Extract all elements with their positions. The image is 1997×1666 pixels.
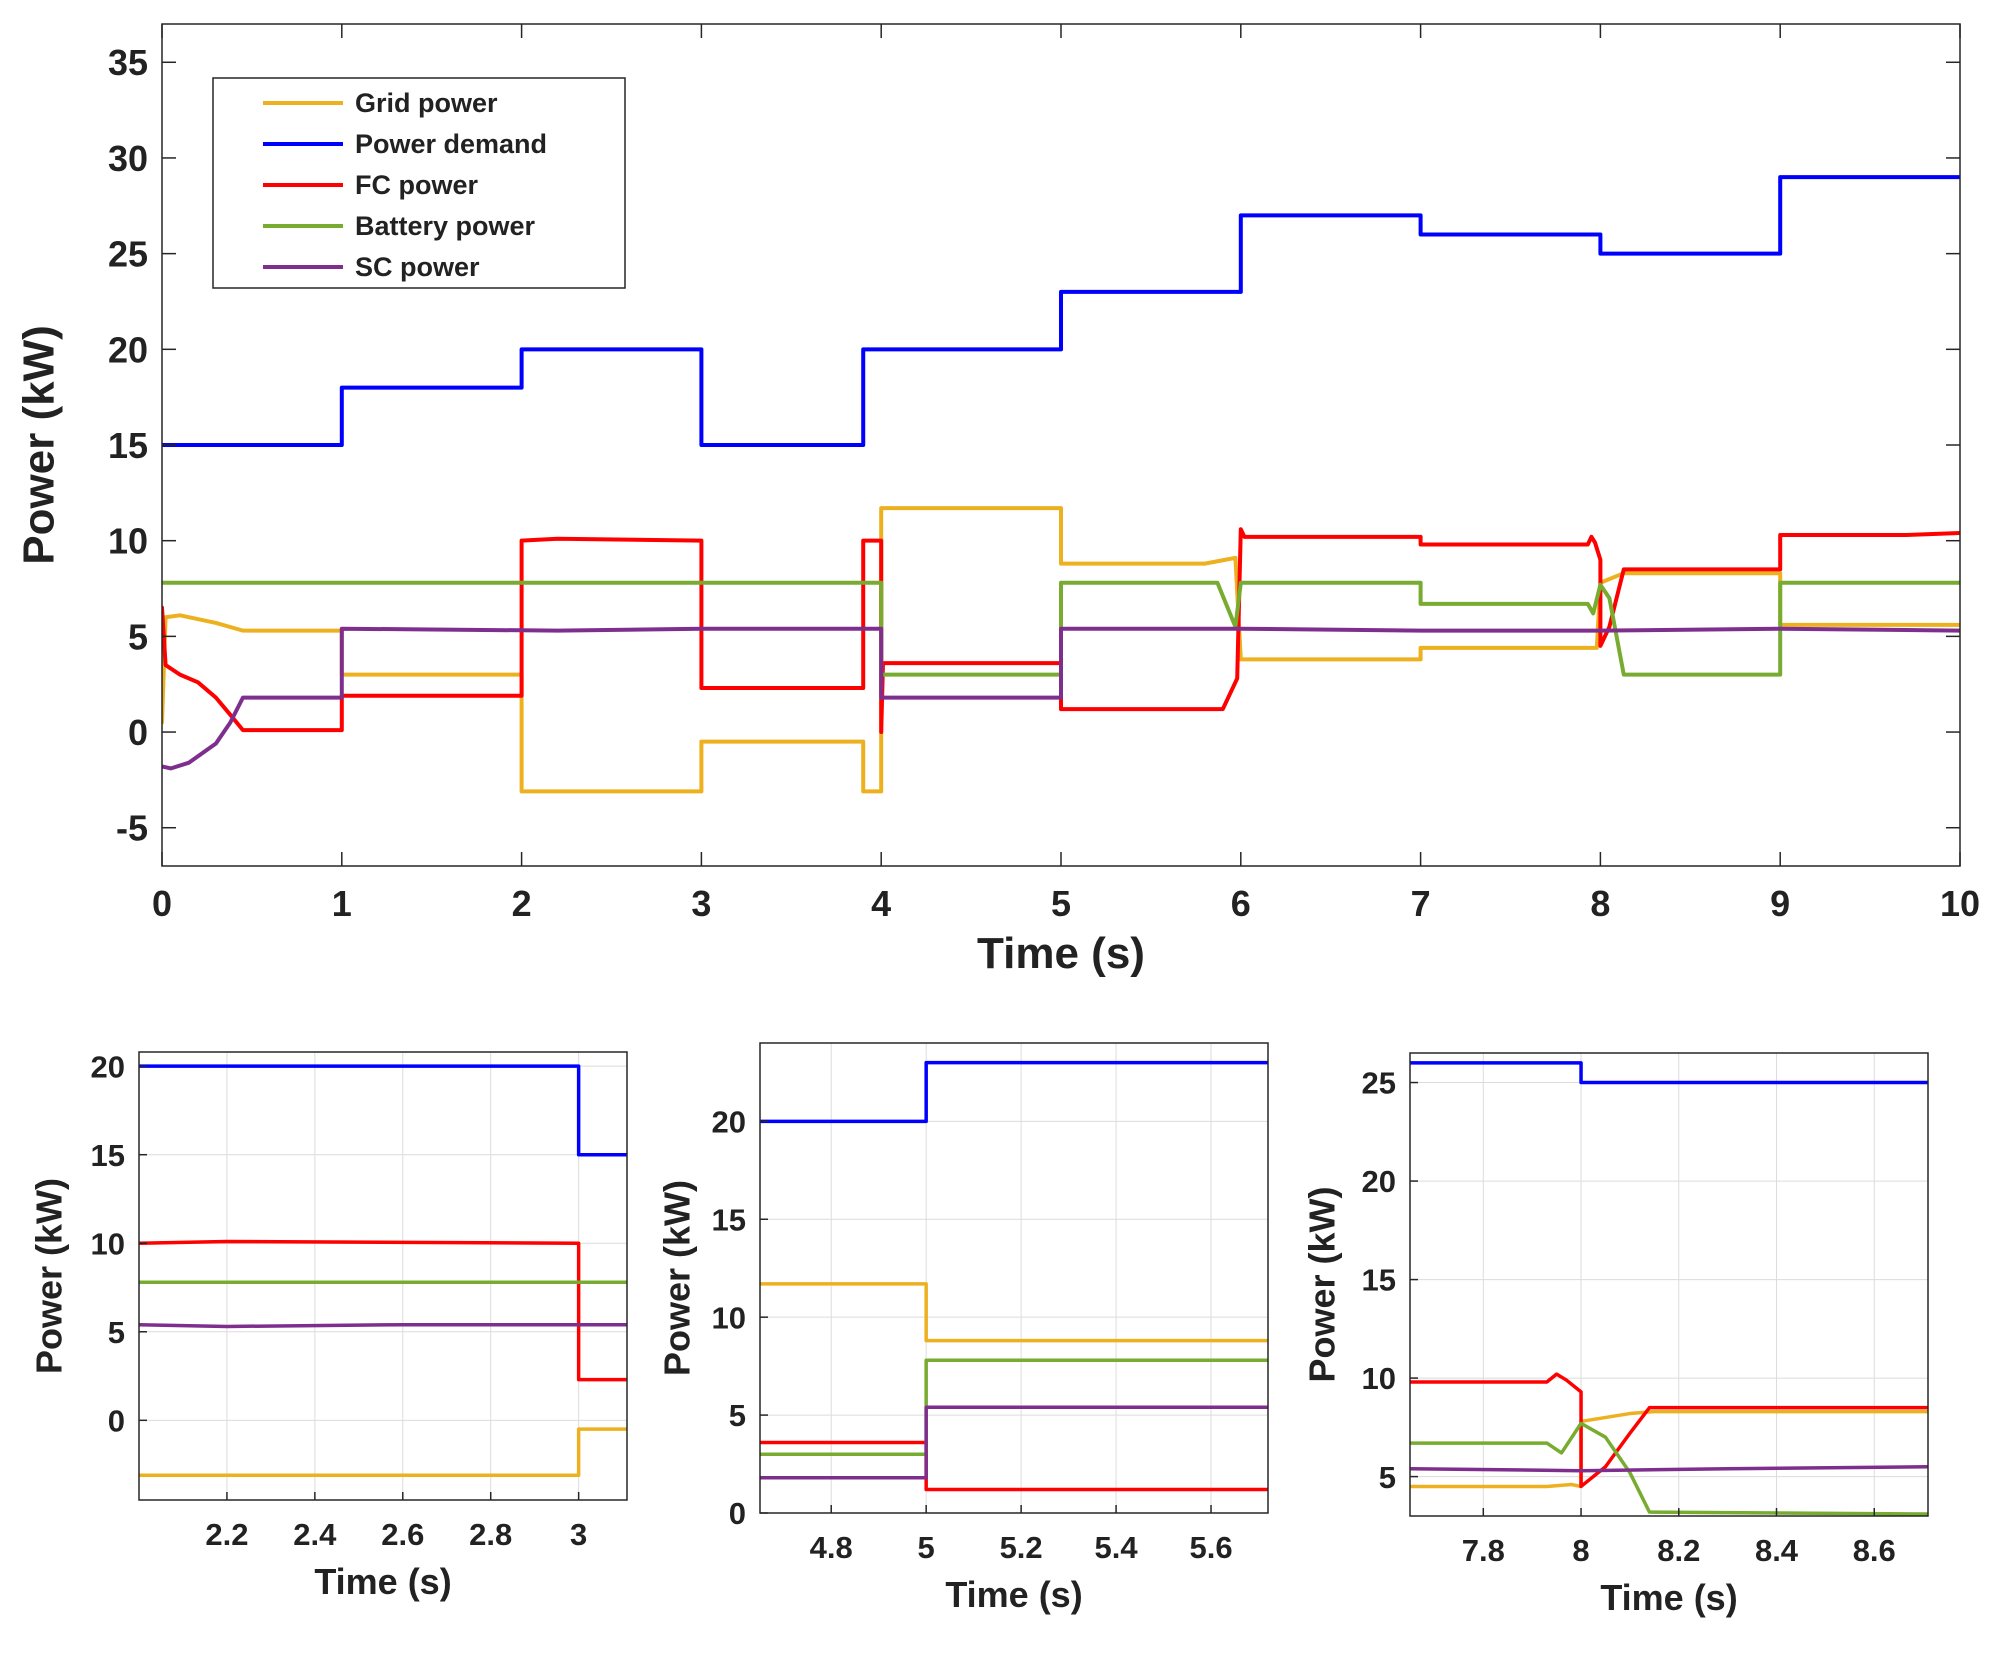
x-tick-label: 1 (332, 883, 352, 924)
x-tick-label: 8 (1572, 1533, 1589, 1568)
x-tick-label: 2.2 (205, 1517, 248, 1552)
legend-label: Grid power (355, 88, 498, 118)
series-line-power-demand (139, 1064, 627, 1157)
y-tick-label: 5 (729, 1398, 746, 1433)
series-group (139, 1064, 627, 1477)
y-tick-label: 25 (1362, 1066, 1396, 1101)
x-tick-label: 2 (512, 883, 532, 924)
x-tick-label: 7 (1411, 883, 1431, 924)
x-tick-label: 0 (152, 883, 172, 924)
x-tick-label: 2.6 (381, 1517, 424, 1552)
y-axis-label: Power (kW) (15, 325, 64, 565)
plot-area (1410, 1053, 1928, 1516)
y-tick-label: -5 (116, 808, 148, 849)
series-line-sc-power (139, 1322, 627, 1329)
x-axis-label: Time (s) (1600, 1577, 1737, 1618)
x-tick-label: 6 (1231, 883, 1251, 924)
axes-box (1409, 1052, 1929, 1517)
y-tick-label: 15 (91, 1138, 125, 1173)
x-tick-label: 4 (871, 883, 891, 924)
axes-box (759, 1042, 1269, 1514)
x-tick-label: 5 (918, 1530, 935, 1565)
legend: Grid power Power demand FC power Battery po… (212, 77, 626, 289)
legend-label: FC power (355, 170, 478, 200)
series-line-sc-power (1410, 1464, 1928, 1473)
x-tick-label: 2.8 (469, 1517, 512, 1552)
y-tick-label: 0 (729, 1496, 746, 1531)
axes-box (138, 1051, 628, 1501)
series-line-sc-power (162, 626, 1960, 771)
x-tick-label: 9 (1770, 883, 1790, 924)
y-tick-label: 20 (712, 1104, 746, 1139)
y-tick-label: 35 (108, 42, 148, 83)
x-tick-label: 2.4 (293, 1517, 337, 1552)
y-tick-label: 0 (128, 712, 148, 753)
x-tick-label: 4.8 (810, 1530, 853, 1565)
x-axis-label: Time (s) (945, 1574, 1082, 1615)
x-axis-label: Time (s) (977, 929, 1145, 978)
series-line-power-demand (760, 1060, 1268, 1124)
series-line-battery-power (162, 580, 1960, 677)
legend-label: Battery power (355, 211, 536, 241)
y-axis-label: Power (kW) (1302, 1186, 1343, 1382)
x-tick-label: 8.6 (1853, 1533, 1896, 1568)
series-line-power-demand (162, 175, 1960, 447)
y-tick-label: 20 (108, 329, 148, 370)
y-tick-label: 30 (108, 138, 148, 179)
x-tick-label: 8.4 (1755, 1533, 1799, 1568)
y-axis-label: Power (kW) (29, 1178, 70, 1374)
series-group (760, 1060, 1268, 1492)
x-tick-label: 8 (1590, 883, 1610, 924)
chart-zoom1: 2.2 2.4 2.6 2.8 3 0 5 10 15 20 Time (s) Power (kW) (29, 1049, 628, 1602)
chart-zoom3: 7.8 8 8.2 8.4 8.6 5 10 15 20 25 Time (s) Power (kW) (1302, 1052, 1929, 1618)
y-tick-label: 15 (1362, 1263, 1396, 1298)
series-group (1410, 1061, 1928, 1516)
y-tick-label: 20 (91, 1049, 125, 1084)
series-line-battery-power (1410, 1421, 1928, 1516)
series-line-sc-power (760, 1405, 1268, 1480)
y-tick-label: 25 (108, 234, 148, 275)
chart-zoom2: 4.8 5 5.2 5.4 5.6 0 5 10 15 20 Time (s) Power (kW) (657, 1042, 1269, 1615)
y-tick-label: 10 (1362, 1361, 1396, 1396)
y-tick-label: 10 (91, 1226, 125, 1261)
y-tick-label: 20 (1362, 1164, 1396, 1199)
y-tick-label: 10 (712, 1300, 746, 1335)
series-line-grid-power (139, 1427, 627, 1477)
x-tick-label: 3 (570, 1517, 587, 1552)
y-tick-label: 0 (108, 1403, 125, 1438)
y-tick-label: 5 (128, 616, 148, 657)
x-tick-label: 7.8 (1462, 1533, 1505, 1568)
series-line-grid-power (760, 1282, 1268, 1343)
x-tick-label: 10 (1940, 883, 1980, 924)
plot-area (139, 1052, 627, 1500)
x-tick-label: 5.6 (1189, 1530, 1232, 1565)
series-line-fc-power (139, 1239, 627, 1382)
legend-label: SC power (355, 252, 480, 282)
x-axis-label: Time (s) (314, 1561, 451, 1602)
x-tick-label: 8.2 (1657, 1533, 1700, 1568)
series-line-power-demand (1410, 1061, 1928, 1085)
y-tick-label: 5 (108, 1315, 125, 1350)
y-tick-label: 15 (108, 425, 148, 466)
x-tick-label: 5 (1051, 883, 1071, 924)
y-axis-label: Power (kW) (657, 1180, 698, 1376)
x-tick-label: 5.2 (1000, 1530, 1043, 1565)
y-tick-label: 15 (712, 1202, 746, 1237)
x-tick-label: 5.4 (1095, 1530, 1139, 1565)
x-tick-label: 3 (691, 883, 711, 924)
legend-label: Power demand (355, 129, 547, 159)
y-tick-label: 10 (108, 521, 148, 562)
series-group (162, 175, 1960, 794)
series-line-fc-power (1410, 1372, 1928, 1489)
y-tick-label: 5 (1379, 1460, 1396, 1495)
